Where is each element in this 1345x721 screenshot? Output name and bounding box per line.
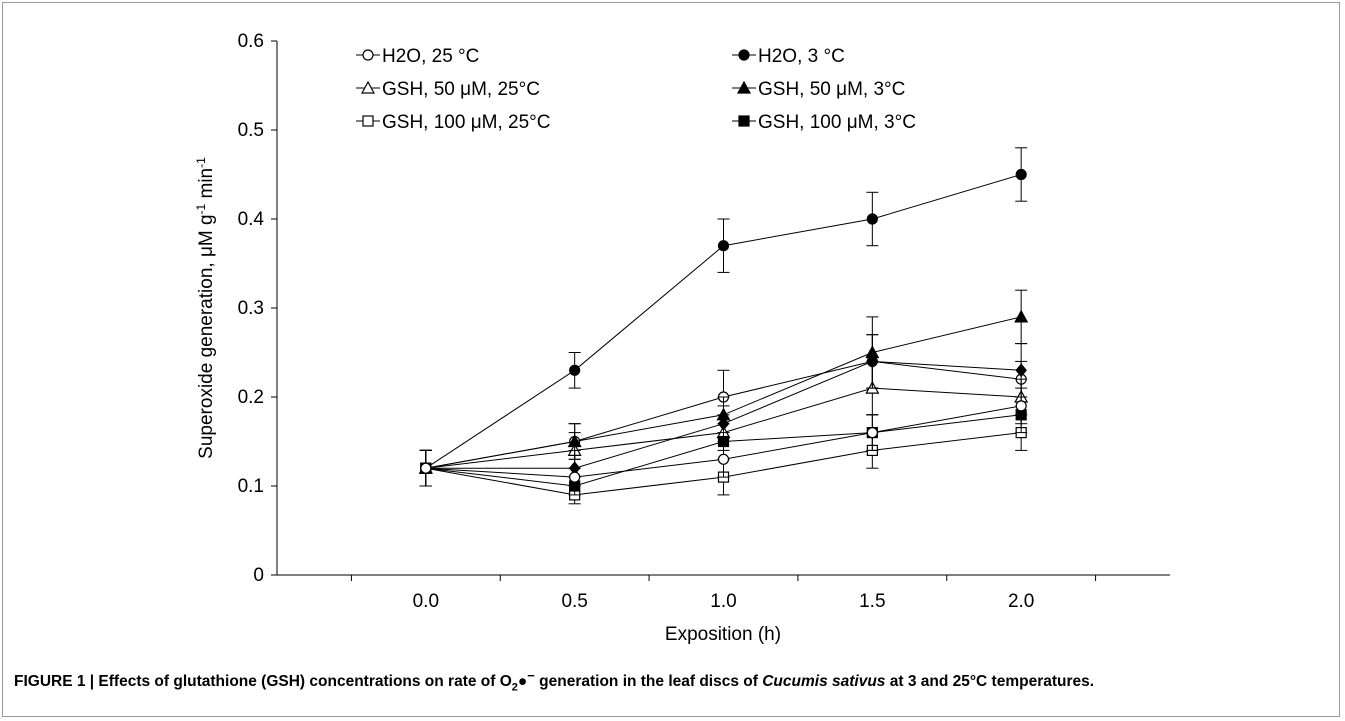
caption-radical-dot: ● [517, 673, 528, 691]
legend-marker [362, 115, 374, 127]
legend-entry: GSH, 50 μM, 25°C [356, 79, 540, 100]
data-point [1014, 309, 1029, 323]
chart-axes: 0 0.1 0.2 0.3 0.4 0.5 0.6 0.0 0.5 1.0 1.5 2.0 [238, 31, 1170, 612]
legend-label: H2O, 3 °C [758, 46, 845, 67]
legend-entry: GSH, 100 μM, 3°C [732, 112, 916, 133]
x-tick-label: 1.5 [859, 591, 885, 612]
legend-entry: GSH, 50 μM, 3°C [732, 79, 905, 100]
chart-series-layer [418, 147, 1029, 505]
caption-text-2: generation in the leaf discs of [534, 673, 763, 691]
y-axis-label-main: Superoxide generation, μM g [196, 214, 217, 458]
caption-subscript: 2 [511, 681, 518, 694]
legend-label: GSH, 50 μM, 25°C [382, 79, 540, 100]
data-point [717, 416, 730, 431]
y-tick-label: 0.6 [238, 31, 264, 52]
y-tick-label: 0.4 [238, 209, 265, 230]
caption-text-1: FIGURE 1 | Effects of glutathione (GSH) … [14, 673, 512, 691]
legend-marker [738, 115, 750, 127]
data-point [866, 213, 878, 225]
legend-marker [738, 49, 750, 61]
data-point [569, 364, 581, 376]
caption-superscript: − [527, 668, 535, 683]
data-point [717, 240, 730, 252]
y-axis-label-sup-1: -1 [194, 203, 208, 214]
data-point [569, 471, 581, 483]
data-point [717, 453, 730, 465]
caption-text-3: at 3 and 25°C temperatures. [885, 673, 1095, 691]
line-chart: 0 0.1 0.2 0.3 0.4 0.5 0.6 0.0 0.5 1.0 1.5 2.0 H2O, … [194, 31, 1170, 645]
y-tick-label: 0.2 [238, 387, 264, 408]
figure-caption: FIGURE 1 | Effects of glutathione (GSH) … [14, 668, 1094, 693]
x-axis-label: Exposition (h) [665, 624, 781, 645]
legend-label: H2O, 25 °C [382, 46, 479, 67]
data-point [567, 434, 582, 448]
y-axis-label-sup-2: -1 [194, 157, 208, 168]
data-point [866, 354, 879, 369]
data-point [420, 462, 432, 474]
x-tick-label: 2.0 [1008, 591, 1034, 612]
data-point [1015, 400, 1027, 412]
data-point [866, 427, 878, 439]
y-axis-label-mid: min [196, 168, 217, 204]
x-tick-label: 0.5 [561, 591, 587, 612]
legend-label: GSH, 100 μM, 25°C [382, 112, 551, 133]
chart-legend: H2O, 25 °C H2O, 3 °C GSH, 50 μM, 25°C GSH, … [356, 46, 916, 133]
y-tick-label: 0.5 [238, 120, 264, 141]
legend-label: GSH, 100 μM, 3°C [758, 112, 916, 133]
y-tick-label: 0.3 [238, 298, 264, 319]
y-axis-label: Superoxide generation, μM g-1 min-1 [194, 157, 217, 459]
legend-marker [360, 80, 376, 94]
y-tick-label: 0.1 [238, 476, 264, 497]
x-tick-label: 1.0 [710, 591, 736, 612]
legend-entry: H2O, 3 °C [732, 46, 845, 67]
y-tick-label: 0 [253, 565, 264, 586]
data-point [1015, 363, 1027, 378]
legend-label: GSH, 50 μM, 3°C [758, 79, 905, 100]
legend-marker [362, 49, 374, 61]
legend-entry: GSH, 100 μM, 25°C [356, 112, 551, 133]
legend-entry: H2O, 25 °C [356, 46, 479, 67]
data-point [1015, 168, 1027, 181]
x-tick-label: 0.0 [413, 591, 439, 612]
series-8 [419, 387, 1028, 487]
legend-marker [736, 80, 752, 94]
caption-species: Cucumis sativus [762, 673, 886, 691]
